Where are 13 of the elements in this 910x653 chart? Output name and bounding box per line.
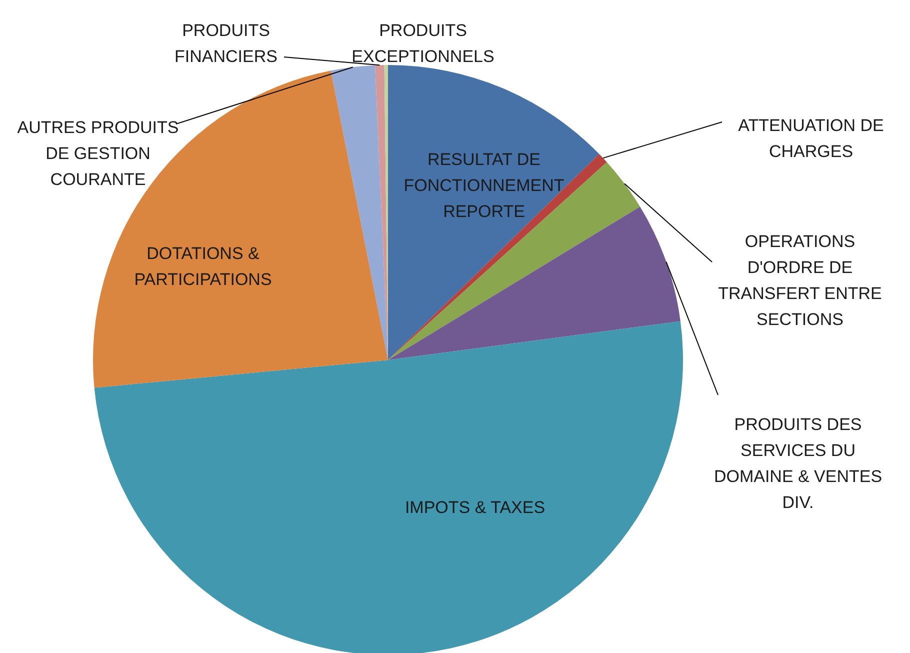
pie-slice [94, 321, 683, 653]
pie-slice [330, 65, 388, 360]
pie-slice [388, 206, 680, 360]
slice-label: ATTENUATION DE CHARGES [738, 116, 884, 161]
slice-label: OPERATIONS D'ORDRE DE TRANSFERT ENTRE SECTIONS [718, 232, 882, 329]
slice-label: DOTATIONS & PARTICIPATIONS [134, 244, 272, 289]
slice-label: PRODUITS DES SERVICES DU DOMAINE & VENTES DIV. [714, 415, 882, 512]
slice-label: PRODUITS FINANCIERS [174, 21, 278, 66]
slice-label: IMPOTS & TAXES [404, 498, 546, 517]
slice-label: PRODUITS EXCEPTIONNELS [352, 21, 494, 66]
slice-label: AUTRES PRODUITS DE GESTION COURANTE [17, 118, 179, 189]
slice-label: RESULTAT DE FONCTIONNEMENT REPORTE [404, 150, 564, 221]
pie-slice [388, 65, 600, 360]
